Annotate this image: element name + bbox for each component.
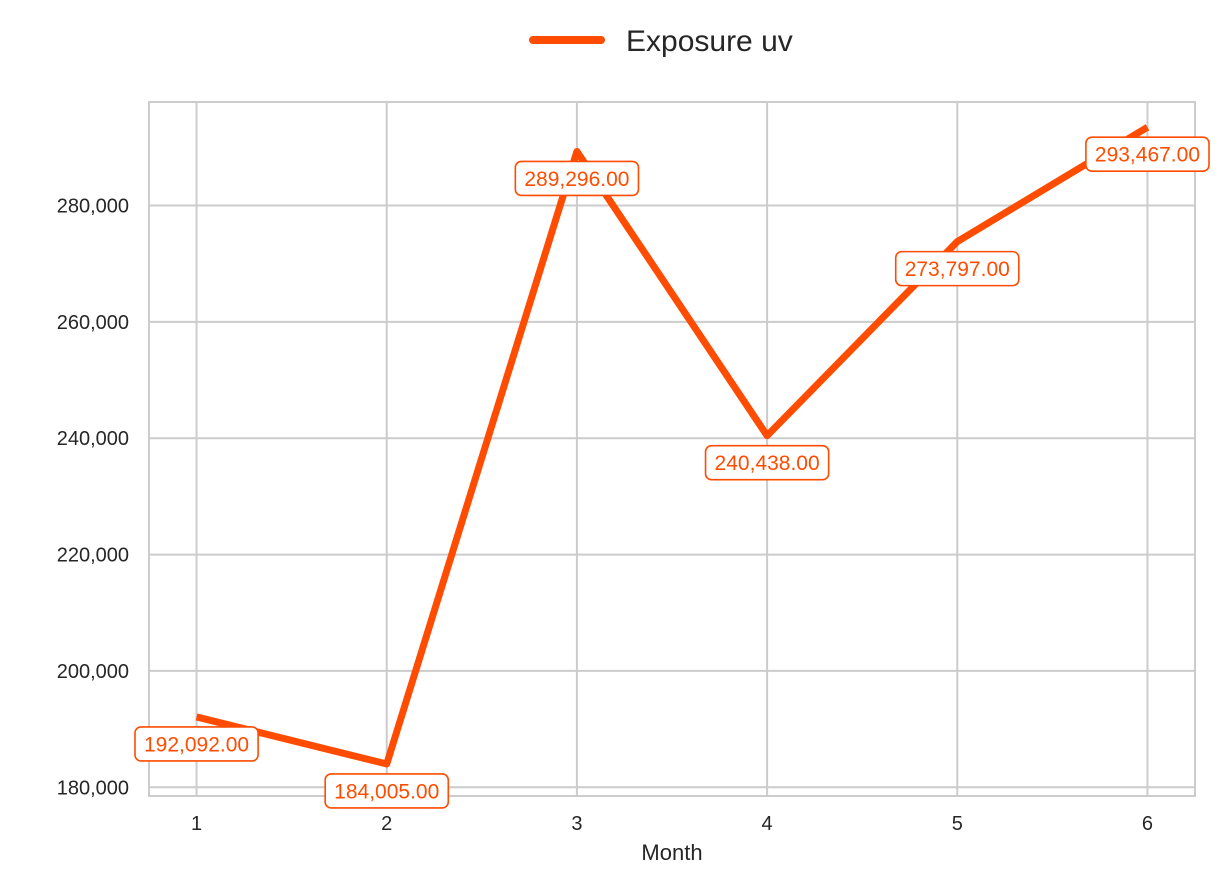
legend: Exposure uv <box>529 25 793 58</box>
y-axis-ticks: 180,000 200,000 220,000 240,000 260,000 280,0… <box>57 196 129 800</box>
x-axis-ticks: 1 2 3 4 5 6 <box>191 813 1153 835</box>
data-label-box <box>894 250 1020 287</box>
data-label: 192,092.00 <box>134 726 259 762</box>
x-axis-title: Month <box>641 840 702 865</box>
data-label: 240,438.00 <box>704 444 830 481</box>
x-tick-label: 6 <box>1142 813 1153 835</box>
x-tick-label: 5 <box>952 813 963 835</box>
data-label-box <box>704 444 830 481</box>
x-tick-label: 1 <box>191 813 202 835</box>
x-tick-label: 2 <box>381 813 392 835</box>
x-tick-label: 4 <box>762 813 773 835</box>
series-group <box>195 124 1150 768</box>
y-tick-label: 280,000 <box>57 196 129 218</box>
data-label: 293,467.00 <box>1085 136 1210 173</box>
data-label-text: 240,438.00 <box>715 452 820 475</box>
grid <box>149 102 1195 796</box>
legend-label: Exposure uv <box>626 25 793 58</box>
x-tick-label: 3 <box>571 813 582 835</box>
data-label-box <box>1085 136 1210 173</box>
data-label-box <box>324 773 450 809</box>
data-label-text: 192,092.00 <box>144 733 249 756</box>
plot-frame <box>148 101 1196 797</box>
data-label-text: 273,797.00 <box>905 258 1010 281</box>
y-tick-label: 260,000 <box>57 312 129 334</box>
data-label-box <box>134 726 259 762</box>
series-line <box>195 124 1150 768</box>
data-label: 273,797.00 <box>894 250 1020 287</box>
data-label: 184,005.00 <box>324 773 450 809</box>
y-tick-label: 220,000 <box>57 545 129 567</box>
y-tick-label: 180,000 <box>57 777 129 799</box>
y-tick-label: 200,000 <box>57 661 129 683</box>
data-label-group: 192,092.00 184,005.00 289,296.00 240,438.00… <box>134 136 1210 809</box>
data-label-text: 289,296.00 <box>524 168 629 191</box>
y-tick-label: 240,000 <box>57 428 129 450</box>
data-label-text: 184,005.00 <box>334 780 439 803</box>
data-label-box <box>514 160 640 197</box>
data-label-text: 293,467.00 <box>1095 144 1200 167</box>
data-label: 289,296.00 <box>514 160 640 197</box>
